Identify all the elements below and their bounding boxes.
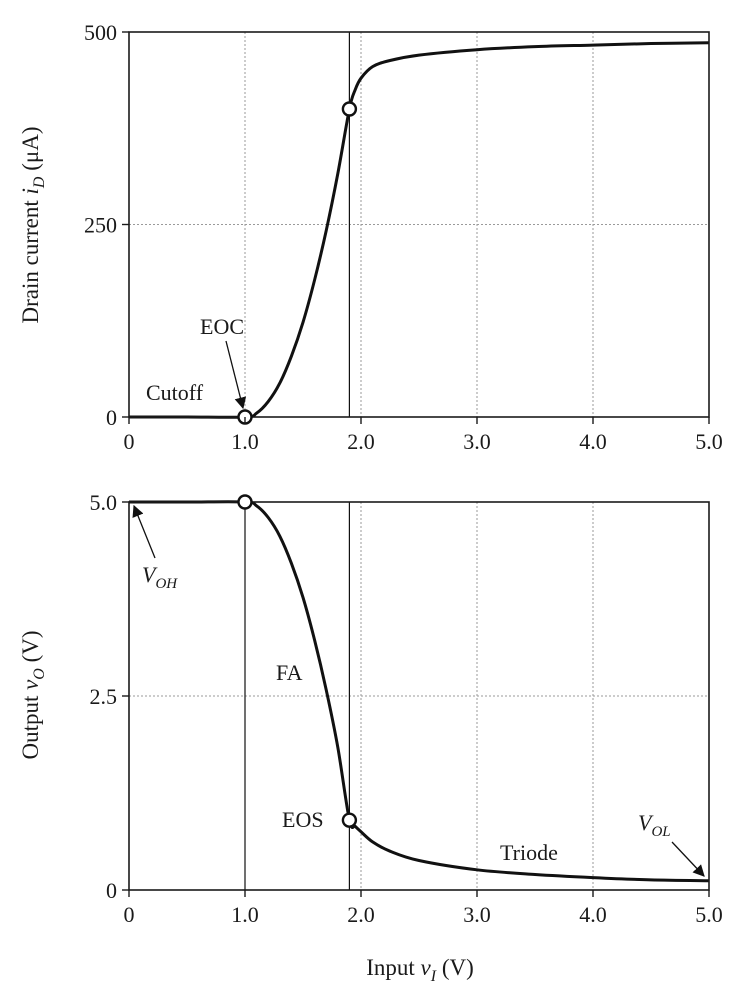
vol-arrow [671,841,705,877]
operating-point-marker [237,494,253,510]
top-markers [237,101,358,425]
x-tick-label: 0 [124,902,135,927]
top-gridlines [129,32,709,417]
output-voltage-curve [129,500,710,883]
operating-point-marker [341,101,358,117]
y-tick-label: 0 [106,405,117,430]
top-y-axis-label: Drain current iD (μA) [18,127,48,324]
voh-arrow [132,504,156,559]
x-tick-label: 1.0 [231,429,259,454]
drain-current-curve [128,41,710,419]
x-tick-label: 3.0 [463,902,491,927]
x-tick-label: 4.0 [579,902,607,927]
y-tick-label: 250 [84,213,117,238]
top-x-tick-labels: 0 1.0 2.0 3.0 4.0 5.0 [124,417,723,454]
cutoff-annotation: Cutoff [146,380,204,405]
x-tick-label: 2.0 [347,429,375,454]
eoc-arrow [225,340,247,410]
operating-point-marker [341,812,358,828]
eoc-annotation: EOC [200,314,244,339]
x-axis-label: Input vI (V) [366,955,474,985]
fa-annotation: FA [276,660,303,685]
bottom-markers [237,494,358,828]
output-voltage-plot: 0 1.0 2.0 3.0 4.0 5.0 0 2.5 5.0 Output vO (V) I… [18,490,723,985]
voh-annotation: VOH [142,562,178,592]
x-tick-label: 4.0 [579,429,607,454]
y-tick-label: 500 [84,20,117,45]
bottom-x-tick-labels: 0 1.0 2.0 3.0 4.0 5.0 [124,890,723,927]
bottom-y-axis-label: Output vO (V) [18,630,48,759]
x-tick-label: 0 [124,429,135,454]
x-tick-label: 5.0 [695,902,723,927]
eos-annotation: EOS [282,807,324,832]
bottom-y-tick-labels: 0 2.5 5.0 [90,490,129,903]
y-tick-label: 5.0 [90,490,118,515]
x-tick-label: 3.0 [463,429,491,454]
bottom-gridlines [129,502,709,890]
y-tick-label: 0 [106,878,117,903]
triode-annotation: Triode [500,840,558,865]
y-tick-label: 2.5 [90,684,118,709]
x-tick-label: 5.0 [695,429,723,454]
x-tick-label: 1.0 [231,902,259,927]
top-y-tick-labels: 0 250 500 [84,20,129,430]
vol-annotation: VOL [638,810,671,840]
x-tick-label: 2.0 [347,902,375,927]
drain-current-plot: 0 1.0 2.0 3.0 4.0 5.0 0 250 500 Drain current i… [18,20,723,454]
